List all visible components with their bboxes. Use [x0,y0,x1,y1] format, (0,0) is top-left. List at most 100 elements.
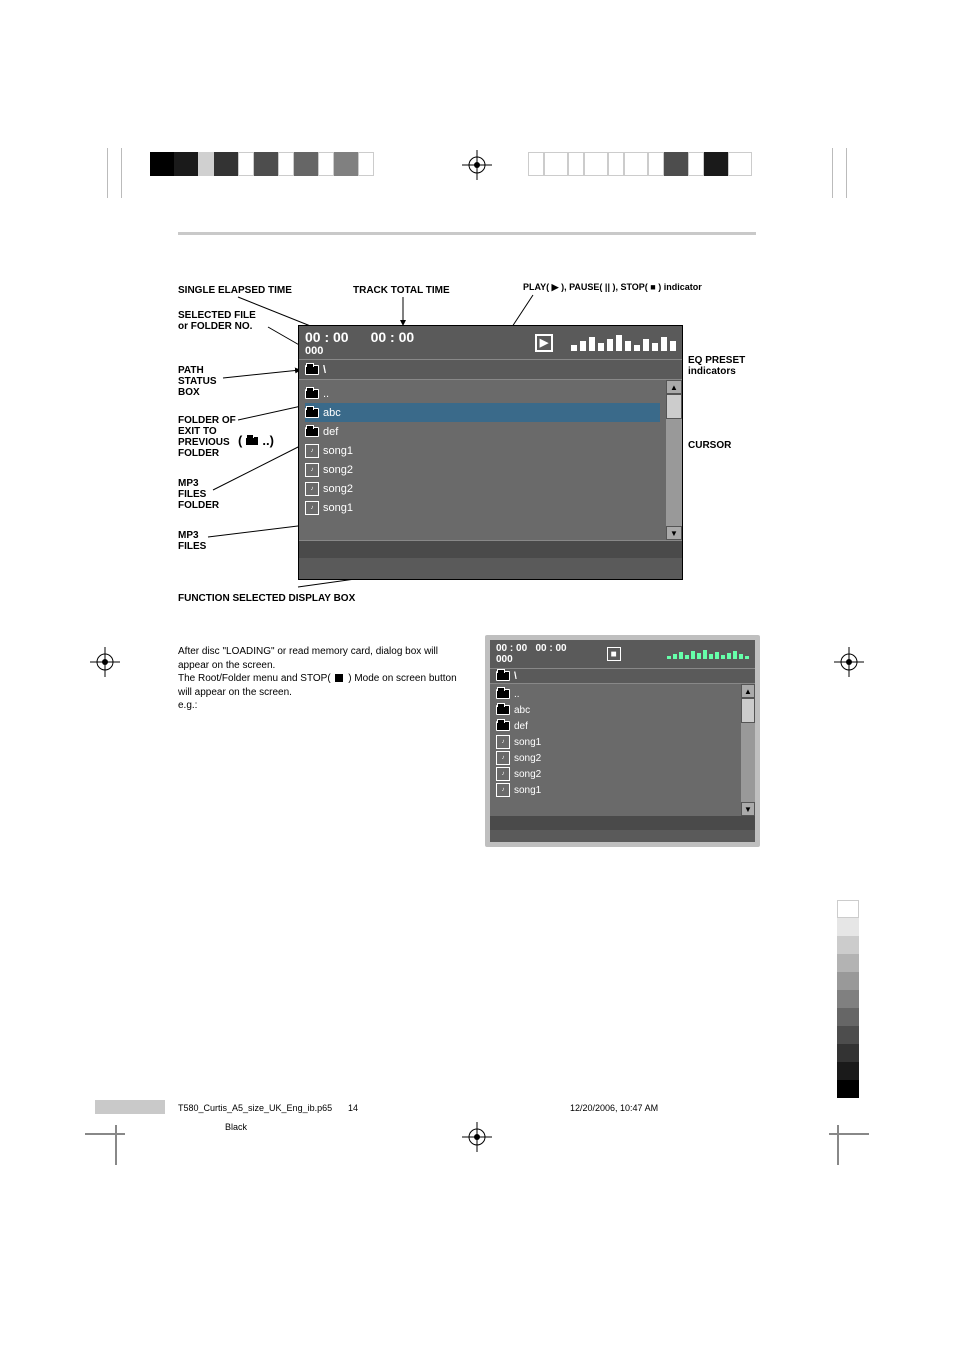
path-row: \ [490,668,755,684]
mp3-icon: ♪ [496,783,510,797]
list-item[interactable]: .. [305,384,660,403]
list-item-label: abc [514,705,530,716]
mp3-icon: ♪ [496,751,510,765]
file-list: ..abcdef♪song1♪song2♪song2♪song1 ▲ ▼ [490,684,755,816]
label-cursor: CURSOR [688,440,731,451]
function-display-box [490,816,755,830]
list-item[interactable]: ♪ song2 [305,460,660,479]
label-folder-exit: FOLDER OF EXIT TO PREVIOUS FOLDER [178,415,236,459]
label-play-pause-stop: PLAY( ▶ ), PAUSE( || ), STOP( ■ ) indica… [523,283,702,293]
label-track-total: TRACK TOTAL TIME [353,285,450,296]
scroll-up-icon[interactable]: ▲ [666,380,682,394]
scroll-down-icon[interactable]: ▼ [741,802,755,816]
scroll-track[interactable] [666,394,682,526]
folder-icon [305,427,319,437]
scrollbar[interactable]: ▲ ▼ [741,684,755,816]
mp3-icon: ♪ [305,501,319,515]
registration-mark-icon [834,647,864,677]
crop-mark [829,1125,869,1165]
registration-mark-icon [462,1122,492,1152]
scroll-up-icon[interactable]: ▲ [741,684,755,698]
list-item-label: song2 [323,483,353,495]
path-row: \ [299,360,682,380]
footer-color: Black [225,1122,247,1132]
path-text: \ [323,364,326,376]
stop-icon: ■ [607,647,621,661]
label-func-box: FUNCTION SELECTED DISPLAY BOX [178,593,355,604]
list-item-label: song1 [323,445,353,457]
list-item[interactable]: ♪ song1 [496,782,735,798]
para-line1: After disc "LOADING" or read memory card… [178,645,468,672]
label-mp3-folder: MP3 FILES FOLDER [178,478,219,511]
screen-header: 00 : 00 00 : 00 000 ▶ [299,326,682,360]
list-item-label: def [323,426,338,438]
crop-mark [107,148,122,198]
list-item[interactable]: ♪ song1 [305,441,660,460]
function-display-box [299,540,682,558]
list-item[interactable]: abc [305,403,660,422]
play-icon: ▶ [535,334,553,352]
list-item[interactable]: ♪ song2 [496,750,735,766]
label-eq-preset: EQ PRESET indicators [688,355,745,377]
list-item-label: .. [514,689,520,700]
registration-mark-icon [90,647,120,677]
folder-icon [305,365,319,375]
crop-mark [85,1125,125,1165]
list-item[interactable]: ♪song2 [496,766,735,782]
grayscale-strip [150,152,374,176]
mp3-icon: ♪ [496,767,510,781]
list-item[interactable]: def [305,422,660,441]
elapsed-time: 00 : 00 [305,329,349,345]
scroll-track[interactable] [741,698,755,802]
mp3-icon: ♪ [305,444,319,458]
screen-header: 00 : 00 00 : 00 000 ■ [490,640,755,668]
list-item-label: abc [323,407,341,419]
eq-indicator [667,649,749,659]
file-list: .. abc def ♪ song1 ♪ song2 ♪ song2 ♪ song1 ▲ ▼ [299,380,682,540]
list-item-label: song2 [323,464,353,476]
footer-page: 14 [348,1103,358,1113]
list-item-label: def [514,721,528,732]
label-single-elapsed: SINGLE ELAPSED TIME [178,285,292,296]
list-item-label: song1 [323,502,353,514]
list-item-label: .. [323,388,329,400]
list-item[interactable]: ♪song1 [496,734,735,750]
eq-indicator [571,335,676,351]
crop-mark [832,148,847,198]
list-item-label: song1 [514,785,541,796]
list-item[interactable]: def [496,718,735,734]
example-screen: 00 : 00 00 : 00 000 ■ \ .. abc def ♪ song1 ♪ s… [485,635,760,847]
body-text: After disc "LOADING" or read memory card… [178,645,468,713]
footer-file: T580_Curtis_A5_size_UK_Eng_ib.p65 [178,1103,332,1113]
label-selected-file: SELECTED FILE or FOLDER NO. [178,310,256,332]
stop-icon [335,674,343,682]
scroll-thumb[interactable] [666,394,682,419]
registration-mark-icon [462,150,492,180]
list-item[interactable]: ♪ song1 [305,498,660,517]
list-item[interactable]: abc [496,702,735,718]
total-time: 00 : 00 [371,329,415,345]
mp3-icon: ♪ [496,735,510,749]
label-path-status: PATH STATUS BOX [178,365,217,398]
scroll-thumb[interactable] [741,698,755,723]
folder-icon [496,689,510,699]
folder-icon [496,671,510,681]
folder-icon [496,721,510,731]
para-line2: The Root/Folder menu and STOP( ) Mode on… [178,672,468,699]
list-item-label: song2 [514,753,541,764]
divider [178,232,756,235]
grayscale-strip-vertical [837,900,859,1098]
list-item[interactable]: ♪ song2 [305,479,660,498]
footer-date: 12/20/2006, 10:47 AM [570,1103,658,1113]
scrollbar[interactable]: ▲ ▼ [666,380,682,540]
folder-icon [496,705,510,715]
scroll-down-icon[interactable]: ▼ [666,526,682,540]
list-item[interactable]: .. [496,686,735,702]
labeled-diagram: SINGLE ELAPSED TIME TRACK TOTAL TIME PLA… [178,265,756,595]
folder-icon [305,408,319,418]
mp3-icon: ♪ [305,463,319,477]
grayscale-strip [528,152,752,176]
mp3-icon: ♪ [305,482,319,496]
folder-icon [305,389,319,399]
player-screen-diagram: 00 : 00 00 : 00 000 ▶ \ .. abc def ♪ song1 ♪ s… [298,325,683,580]
